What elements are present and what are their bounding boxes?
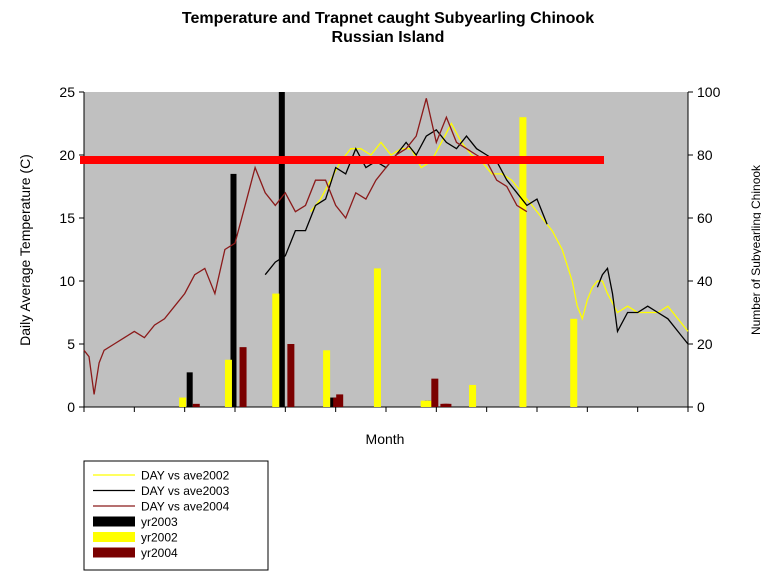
bar-yr2002-8 — [519, 117, 527, 407]
y-tick-label-3: 15 — [59, 210, 75, 226]
bar-yr2002-4 — [373, 268, 381, 407]
legend-label-day-vs-ave2002: DAY vs ave2002 — [141, 469, 230, 483]
bar-yr2004-1 — [239, 347, 247, 407]
line-day-vs-ave2003 — [264, 128, 689, 345]
y-tick-label-5: 25 — [59, 84, 75, 100]
bar-yr2002-5 — [420, 400, 428, 407]
tick-layer: 0 5 10 15 20 25 0 20 40 60 80 100 — [59, 84, 720, 415]
bar-yr2003-0 — [186, 372, 193, 407]
bar-yr2002-2 — [272, 293, 280, 407]
legend-label-day-vs-ave2003: DAY vs ave2003 — [141, 484, 230, 498]
bar-yr2002-0 — [179, 397, 187, 407]
bar-yr2004-0 — [192, 403, 200, 407]
bar-yr2002-1 — [224, 359, 232, 407]
y-tick-label-2: 10 — [59, 273, 75, 289]
bar-yr2004-2 — [287, 344, 295, 407]
legend-label-yr2002: yr2002 — [141, 531, 178, 545]
y2-tick-label-5: 100 — [697, 84, 721, 100]
y2-tick-label-4: 80 — [697, 147, 713, 163]
legend-swatch-yr2002 — [93, 532, 135, 542]
bar-yr2004-4 — [333, 397, 341, 407]
bar-yr2004-8 — [444, 403, 452, 407]
bar-yr2002-9 — [570, 318, 578, 407]
bar-yr2002-6 — [426, 400, 434, 407]
y-axis-label: Daily Average Temperature (C) — [17, 154, 33, 346]
y-tick-label-0: 0 — [67, 399, 75, 415]
chart-subtitle: Russian Island — [332, 29, 445, 46]
bar-yr2002-3 — [323, 350, 331, 407]
legend-swatch-yr2004 — [93, 547, 135, 558]
y2-tick-label-2: 40 — [697, 273, 713, 289]
y-tick-label-4: 20 — [59, 147, 75, 163]
legend-label-yr2003: yr2003 — [141, 515, 178, 529]
legend-swatch-yr2003 — [93, 516, 135, 527]
legend-label-day-vs-ave2004: DAY vs ave2004 — [141, 500, 230, 514]
bar-layer — [179, 92, 578, 407]
bar-yr2003-3 — [330, 397, 337, 407]
legend-box — [83, 460, 269, 571]
y-tick-label-1: 5 — [67, 336, 75, 352]
bar-yr2002-7 — [469, 384, 477, 407]
legend-label-yr2004: yr2004 — [141, 546, 178, 560]
y2-tick-label-3: 60 — [697, 210, 713, 226]
bar-yr2004-5 — [431, 378, 439, 407]
y2-tick-label-0: 0 — [697, 399, 705, 415]
bar-yr2003-2 — [278, 92, 285, 407]
line-day-vs-ave2002 — [309, 122, 689, 332]
bar-yr2003-1 — [230, 173, 237, 407]
y2-tick-label-1: 20 — [697, 336, 713, 352]
line-day-vs-ave2004 — [83, 98, 528, 395]
line-layer — [83, 98, 689, 395]
chart-title: Temperature and Trapnet caught Subyearli… — [182, 10, 594, 27]
x-axis-label: Month — [366, 431, 405, 447]
plot-area — [84, 92, 688, 407]
y2-axis-label: Number of Subyearling Chinook — [749, 164, 761, 335]
